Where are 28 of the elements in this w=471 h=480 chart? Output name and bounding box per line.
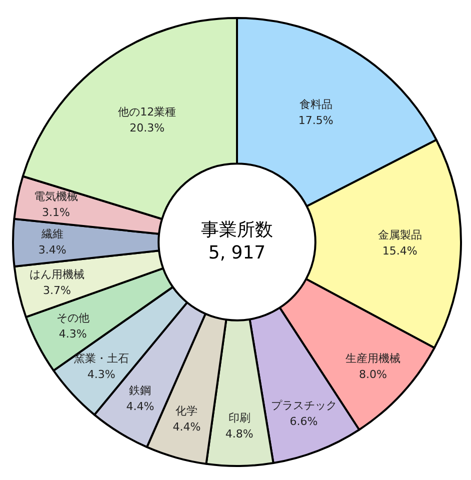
text: 5, 917 [208, 242, 266, 264]
slice-label: 生産用機械 [346, 352, 401, 365]
data-label: 17.5% [298, 114, 334, 127]
data-label: 4.4% [126, 400, 154, 414]
slice-label: 金属製品 [378, 228, 422, 242]
data-label: 3.4% [38, 243, 66, 256]
slice-label: はん用機械 [30, 268, 84, 282]
slice-label: 化学 [176, 404, 198, 418]
data-label: 15.4% [382, 244, 418, 258]
text: 事業所数 [201, 220, 273, 241]
data-label: 4.8% [225, 428, 254, 441]
slice-label: 鉄鋼 [129, 384, 152, 398]
data-label: 4.3% [87, 368, 116, 382]
slice-label: 食料品 [299, 98, 332, 111]
slice-label: その他 [56, 312, 90, 325]
data-label: 3.1% [42, 206, 70, 220]
data-label: 3.7% [43, 284, 71, 298]
slice-label: 他の12業種 [118, 105, 176, 118]
slice-label: 電気機械 [34, 190, 78, 204]
data-label: 8.0% [359, 368, 387, 381]
data-label: 6.6% [290, 415, 318, 428]
data-label: 4.3% [58, 328, 87, 341]
slice-label: プラスチック [270, 399, 337, 412]
slice-label: 印刷 [228, 412, 250, 425]
data-label: 20.3% [130, 121, 165, 134]
slice-label: 繊維 [40, 227, 64, 240]
data-label: 4.4% [172, 420, 201, 434]
slice-label: 窯業・土石 [74, 352, 129, 366]
